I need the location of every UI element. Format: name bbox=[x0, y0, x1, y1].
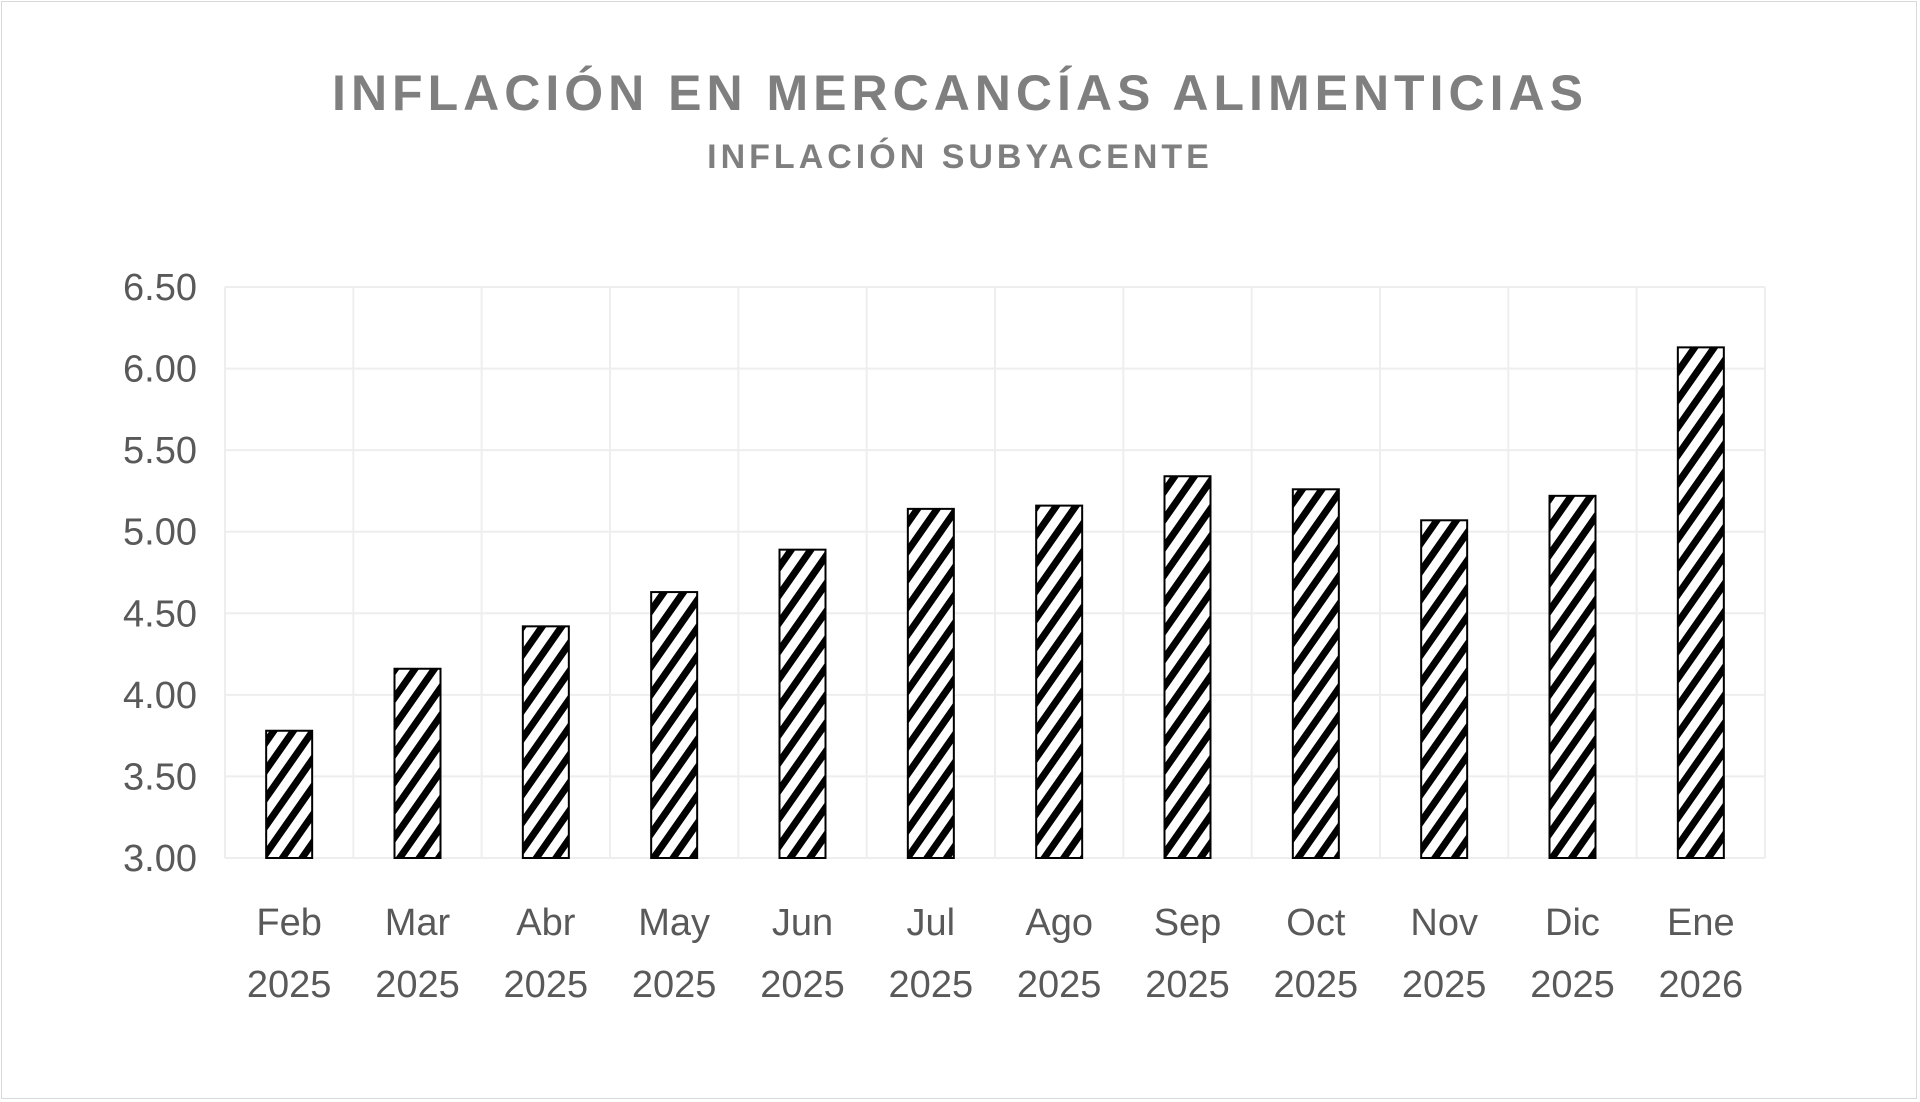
x-tick-label: 2025 bbox=[632, 964, 717, 1006]
bar bbox=[265, 729, 314, 860]
y-tick-label: 5.00 bbox=[123, 512, 197, 554]
x-tick-label: Jul bbox=[907, 902, 956, 944]
x-tick-label: Ene bbox=[1667, 902, 1735, 944]
x-tick-label: 2026 bbox=[1659, 964, 1744, 1006]
bar bbox=[906, 507, 955, 859]
x-tick-label: Mar bbox=[385, 902, 451, 944]
y-tick-label: 3.50 bbox=[123, 756, 197, 798]
x-tick-label: Ago bbox=[1025, 902, 1093, 944]
x-tick-label: Feb bbox=[256, 902, 321, 944]
x-tick-label: Oct bbox=[1286, 902, 1346, 944]
x-tick-label: Dic bbox=[1545, 902, 1600, 944]
x-tick-label: Sep bbox=[1154, 902, 1222, 944]
x-tick-label: 2025 bbox=[247, 964, 332, 1006]
x-tick-label: Nov bbox=[1410, 902, 1478, 944]
bar bbox=[393, 667, 442, 859]
bar bbox=[650, 591, 699, 859]
bar bbox=[521, 625, 570, 860]
x-tick-label: Abr bbox=[516, 902, 575, 944]
x-tick-label: 2025 bbox=[1402, 964, 1487, 1006]
bar bbox=[1548, 494, 1597, 859]
x-tick-label: 2025 bbox=[504, 964, 589, 1006]
y-tick-label: 3.00 bbox=[123, 838, 197, 880]
x-tick-label: 2025 bbox=[1017, 964, 1102, 1006]
bar bbox=[1676, 346, 1725, 859]
x-tick-label: 2025 bbox=[1145, 964, 1230, 1006]
x-tick-label: 2025 bbox=[1274, 964, 1359, 1006]
x-tick-label: 2025 bbox=[889, 964, 974, 1006]
y-tick-label: 4.00 bbox=[123, 675, 197, 717]
x-tick-label: 2025 bbox=[1530, 964, 1615, 1006]
chart-subtitle: INFLACIÓN SUBYACENTE bbox=[707, 138, 1213, 176]
bar bbox=[778, 548, 827, 859]
y-tick-label: 6.50 bbox=[123, 267, 197, 309]
x-tick-label: 2025 bbox=[375, 964, 460, 1006]
x-tick-label: 2025 bbox=[760, 964, 845, 1006]
bar bbox=[1035, 504, 1084, 859]
y-tick-label: 6.00 bbox=[123, 349, 197, 391]
bar bbox=[1291, 488, 1340, 859]
y-tick-label: 4.50 bbox=[123, 593, 197, 635]
chart-title: INFLACIÓN EN MERCANCÍAS ALIMENTICIAS bbox=[332, 65, 1588, 121]
bar bbox=[1163, 475, 1212, 859]
y-tick-label: 5.50 bbox=[123, 430, 197, 472]
x-tick-label: Jun bbox=[772, 902, 833, 944]
bar bbox=[1420, 519, 1469, 860]
x-tick-label: May bbox=[638, 902, 710, 944]
